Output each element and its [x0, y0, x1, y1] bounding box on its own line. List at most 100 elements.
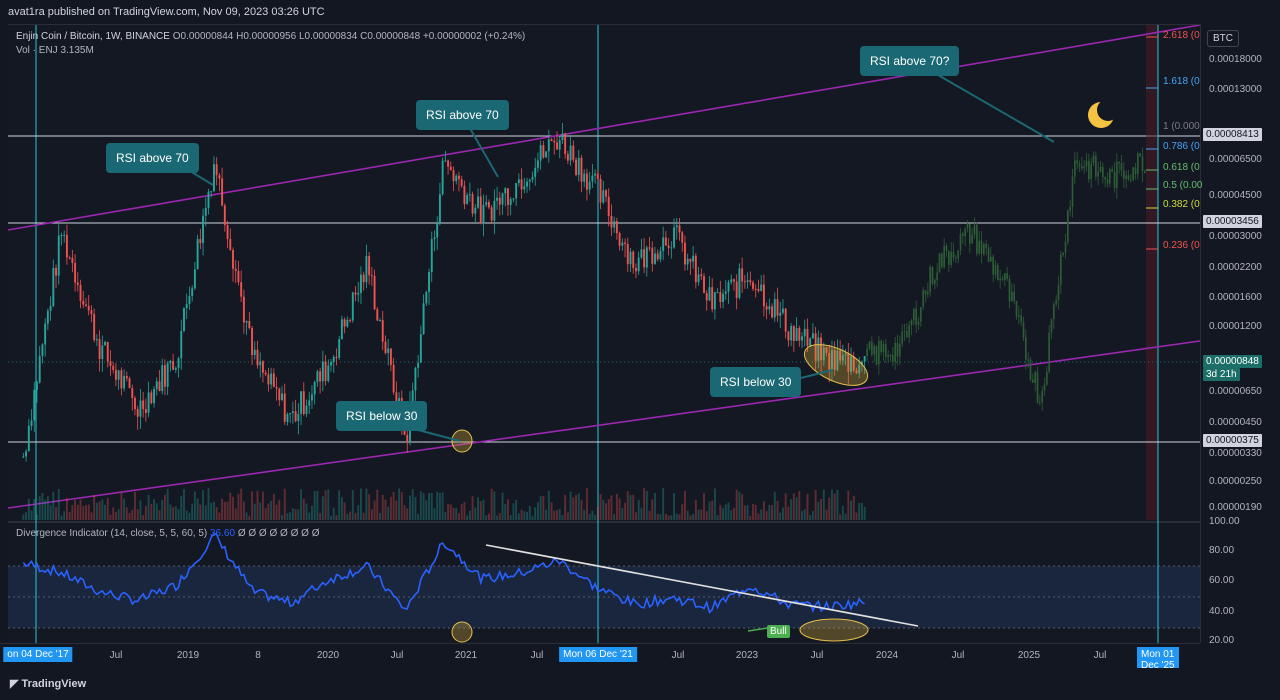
volume-bar	[768, 505, 771, 520]
candle-body	[765, 306, 768, 310]
candle-body	[248, 320, 251, 329]
volume-bar	[134, 491, 136, 520]
candle-body	[566, 153, 569, 161]
currency-label[interactable]: BTC	[1207, 30, 1239, 47]
candle-body	[98, 339, 101, 359]
candle-body	[825, 347, 828, 353]
volume-bar	[683, 490, 686, 520]
candle-body	[245, 320, 248, 323]
volume-bar	[139, 500, 142, 520]
bull-label: Bull	[767, 625, 790, 638]
volume-bar	[814, 489, 817, 520]
candle-body	[264, 372, 267, 375]
volume-bar	[311, 505, 313, 520]
volume-bar	[553, 510, 556, 520]
volume-bar	[123, 498, 126, 520]
volume-bar	[686, 510, 689, 520]
volume-bar	[362, 512, 365, 520]
candle-body	[787, 331, 790, 341]
candle-body	[55, 267, 57, 276]
chart-area[interactable]	[8, 24, 1200, 644]
volume-bar	[547, 490, 550, 520]
volume-bar	[204, 505, 207, 520]
projection-body	[899, 343, 901, 357]
volume-bar	[738, 491, 741, 520]
volume-bar	[613, 514, 616, 520]
projection-body	[929, 266, 931, 292]
candle-body	[822, 347, 825, 361]
time-axis[interactable]: on 04 Dec '17 Jul 2019 8 2020 Jul 2021 J…	[0, 643, 1200, 673]
volume-bar	[417, 513, 420, 520]
candle-body	[801, 336, 803, 341]
price-tag-current: 0.00000848	[1203, 355, 1262, 368]
candle-body	[370, 275, 373, 277]
candle-body	[569, 145, 572, 161]
candle-body	[580, 157, 583, 182]
volume-bar	[596, 506, 599, 520]
candle-body	[705, 293, 708, 301]
projection-body	[978, 240, 980, 254]
volume-bar	[308, 512, 311, 520]
projection-body	[1141, 156, 1144, 171]
candle-body	[147, 392, 150, 413]
candle-body	[185, 304, 188, 309]
volume-bar	[49, 504, 52, 520]
volume-bar	[319, 513, 322, 520]
candle-body	[651, 247, 654, 264]
time-label: 2019	[176, 650, 200, 661]
volume-bar	[95, 502, 98, 520]
candle-body	[477, 196, 479, 208]
volume-bar	[324, 490, 327, 520]
volume-bar	[387, 506, 390, 520]
volume-bar	[493, 491, 496, 520]
candle-body	[183, 308, 185, 331]
candle-body	[468, 194, 471, 196]
volume-bar	[68, 511, 71, 520]
projection-body	[987, 248, 990, 262]
candle-body	[771, 306, 774, 318]
volume-bar	[297, 509, 300, 520]
price-axis[interactable]: BTC 0.00018000 0.00013000 0.00008413 0.0…	[1200, 24, 1280, 646]
projection-body	[922, 290, 924, 308]
projection-body	[957, 250, 959, 259]
candle-body	[602, 190, 605, 203]
indicator-title: Divergence Indicator (14, close, 5, 5, 6…	[16, 528, 320, 539]
projection-body	[943, 245, 945, 268]
projection-body	[983, 243, 985, 254]
volume-bar	[621, 508, 624, 520]
volume-bar	[286, 513, 289, 520]
volume-bar	[106, 497, 109, 520]
price-tick: 0.00003000	[1209, 231, 1262, 242]
volume-bar	[741, 494, 744, 520]
projection-body	[1097, 171, 1099, 177]
volume-bar	[112, 507, 115, 520]
candle-body	[531, 176, 534, 180]
fib-label: 1 (0.000	[1163, 121, 1200, 132]
candle-body	[814, 333, 817, 361]
volume-bar	[468, 510, 471, 520]
candle-body	[523, 186, 526, 190]
candle-body	[27, 425, 30, 452]
candle-body	[272, 373, 275, 388]
candle-body	[419, 334, 422, 363]
candle-body	[308, 400, 311, 406]
candle-body	[605, 190, 607, 197]
projection-body	[1125, 175, 1127, 179]
candle-body	[311, 394, 313, 401]
volume-bar	[605, 503, 607, 520]
volume-bar	[223, 501, 226, 520]
candle-body	[52, 267, 55, 306]
projection-body	[892, 355, 894, 362]
volume-bar	[172, 507, 175, 520]
price-tick: 0.00018000	[1209, 54, 1262, 65]
candle-body	[678, 225, 681, 233]
low-ellipse-1	[451, 429, 473, 453]
candle-body	[109, 361, 112, 366]
candle-body	[447, 160, 450, 167]
candle-body	[316, 371, 319, 382]
volume-bar	[858, 502, 861, 520]
volume-bar	[79, 499, 82, 520]
volume-bar	[191, 503, 194, 520]
volume-bar	[150, 503, 153, 520]
candle-body	[626, 243, 629, 265]
